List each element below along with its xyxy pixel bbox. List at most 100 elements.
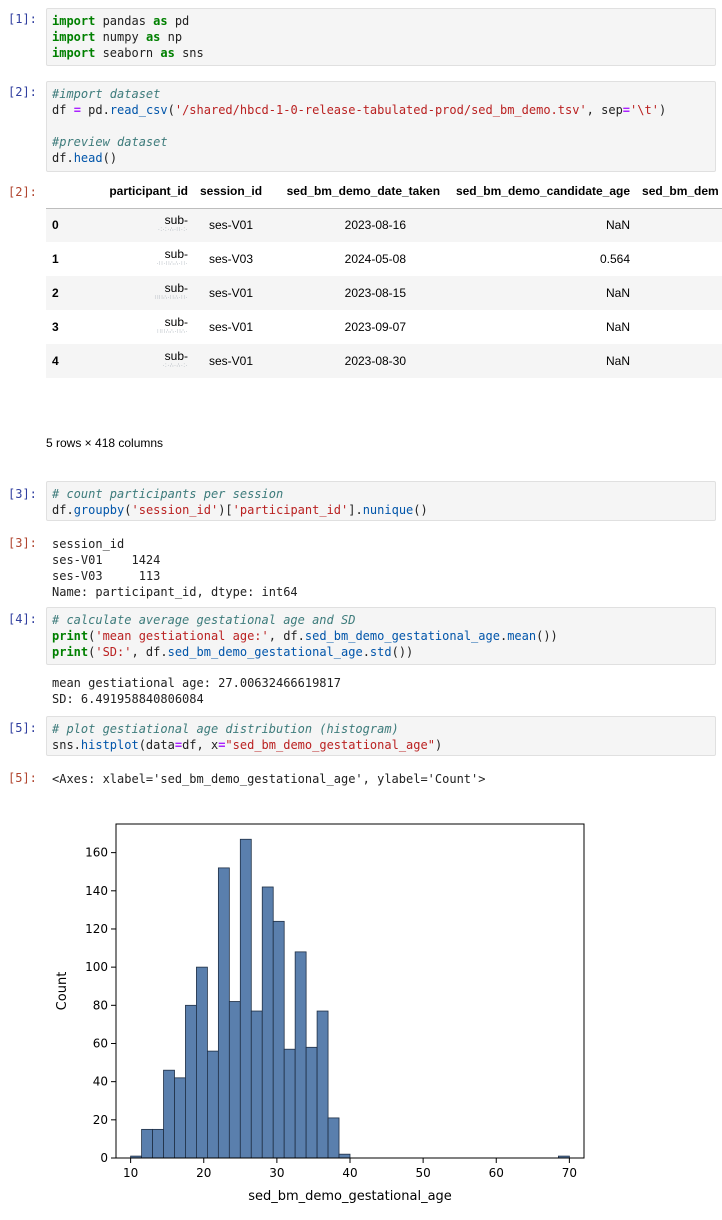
row-index: 4 <box>46 344 74 378</box>
code-token: as <box>145 30 161 44</box>
y-tick-label: 80 <box>93 998 108 1012</box>
table-row: 0 sub- ·:·:·∴·∷·:· ses-V01 2023-08-16 NaN <box>46 208 722 242</box>
participant-id-prefix: sub- <box>164 247 188 261</box>
code-token: print <box>52 645 89 659</box>
code-token: = <box>174 738 183 752</box>
code-token: nunique <box>362 503 414 517</box>
code-token: ()) <box>536 629 558 643</box>
participant-id-cell: sub- ·:·:·∴·∷·:· <box>74 208 194 242</box>
x-axis-ticks: 10 20 30 40 50 60 70 <box>123 1158 577 1180</box>
date-taken-cell: 2024-05-08 <box>344 252 407 266</box>
code-token: print <box>52 629 89 643</box>
histogram-bar <box>163 1069 175 1159</box>
row-index: 1 <box>52 252 59 266</box>
code-token: # plot gestiational age distribution (hi… <box>52 722 399 736</box>
histogram-bar <box>294 951 307 1159</box>
session-id-cell: ses-V01 <box>194 344 269 378</box>
code-line: df.groupby('session_id')['participant_id… <box>52 502 710 518</box>
candidate-age-cell: 0.564 <box>600 252 631 266</box>
histogram-bars <box>130 838 570 1159</box>
code-token: df. <box>52 151 74 165</box>
output-line: <Axes: xlabel='sed_bm_demo_gestational_a… <box>52 772 486 786</box>
output-line: mean gestiational age: 27.00632466619817 <box>52 676 341 690</box>
code-line: import numpy as np <box>52 29 710 45</box>
truncated-cell <box>636 276 722 310</box>
table-row: 1 sub- ·∷·∷∴∴·∷· ses-V03 2024-05-08 0.564 <box>46 242 722 276</box>
code-token: , sep <box>586 103 623 117</box>
code-token: # count participants per session <box>52 487 284 501</box>
code-token: 'participant_id' <box>232 503 349 517</box>
histogram-bar <box>316 1010 329 1159</box>
y-tick-label: 20 <box>93 1113 108 1127</box>
date-taken-cell: 2023-08-15 <box>268 276 447 310</box>
participant-id: sub- ·:·:·∴·∷·:· <box>158 213 188 235</box>
participant-id: sub- ∷∷∴·∷∴·∷· <box>154 281 188 303</box>
code-token: ) <box>434 738 443 752</box>
y-axis-ticks: 0 20 40 60 80 100 120 140 160 <box>85 846 116 1165</box>
code-line <box>52 118 710 134</box>
code-token: histplot <box>80 738 139 752</box>
participant-id-prefix: sub- <box>164 281 188 295</box>
participant-id-cell: sub- ·:·∴·∴·:· <box>74 344 194 378</box>
code-token: . <box>499 629 508 643</box>
column-header-truncated: sed_bm_dem <box>636 174 722 209</box>
histogram-bar <box>141 1128 153 1159</box>
histogram-bar <box>250 1010 263 1159</box>
code-line: sns.histplot(data=df, x="sed_bm_demo_ges… <box>52 737 710 753</box>
histogram-bar <box>185 1004 197 1159</box>
histogram-bar <box>338 1153 351 1159</box>
x-tick-label: 30 <box>269 1166 284 1180</box>
code-token: () <box>413 503 428 517</box>
histogram-chart: 10 20 30 40 50 60 70 0 20 40 60 80 100 120 140 160 sed… <box>55 823 585 1204</box>
x-tick-label: 20 <box>196 1166 211 1180</box>
code-cell-2[interactable]: #import dataset df = pd.read_csv('/shared… <box>46 81 716 172</box>
code-cell-3[interactable]: # count participants per session df.group… <box>46 481 716 521</box>
participant-id-prefix: sub- <box>164 349 188 363</box>
participant-id: sub- ∷∷∴∴·∷∴· <box>157 316 188 337</box>
code-token: = <box>218 738 226 752</box>
code-line: print('mean gestiational age:', df.sed_b… <box>52 628 710 644</box>
date-taken-cell: 2023-09-07 <box>344 320 407 334</box>
code-token: '\t' <box>630 103 659 117</box>
table-row: 2 sub- ∷∷∴·∷∴·∷· ses-V01 2023-08-15 NaN <box>46 276 722 310</box>
code-token: #preview dataset <box>52 135 168 149</box>
code-token: , df. <box>268 629 305 643</box>
redacted-id: ∷∷∴·∷∴·∷· <box>154 295 188 301</box>
histogram-bar <box>239 838 252 1159</box>
row-index: 2 <box>46 276 74 310</box>
y-tick-label: 40 <box>93 1075 108 1089</box>
session-id-cell: ses-V01 <box>194 276 269 310</box>
code-token: 'mean gestiational age:' <box>95 629 269 643</box>
code-token: 'session_id' <box>131 503 219 517</box>
candidate-age-cell: NaN <box>446 344 637 378</box>
code-token: = <box>73 103 81 117</box>
table-row: 3 sub- ∷∷∴∴·∷∴· ses-V01 2023-09-07 NaN <box>46 310 722 344</box>
code-line: # plot gestiational age distribution (hi… <box>52 721 710 737</box>
redacted-id: ∷∷∴∴·∷∴· <box>157 329 188 335</box>
output-prompt-2: [2]: <box>8 185 37 199</box>
participant-id-prefix: sub- <box>164 213 188 228</box>
x-tick-label: 50 <box>415 1166 430 1180</box>
date-taken-cell: 2023-08-30 <box>268 344 447 378</box>
output-line: ses-V01 1424 <box>52 553 161 567</box>
code-token: ]. <box>348 503 363 517</box>
code-token: numpy <box>95 30 146 44</box>
code-token: std <box>369 645 392 659</box>
candidate-age-cell: NaN <box>446 276 637 310</box>
code-token: , df. <box>131 645 168 659</box>
code-token: ( <box>124 503 132 517</box>
column-header-index <box>46 174 74 209</box>
code-token: np <box>160 30 183 44</box>
date-taken-cell: 2023-08-16 <box>268 208 447 242</box>
code-token: seaborn <box>95 46 161 60</box>
code-token: sed_bm_demo_gestational_age <box>304 629 500 643</box>
code-cell-1[interactable]: import pandas as pd import numpy as np imp… <box>46 8 716 66</box>
code-cell-4[interactable]: # calculate average gestational age and … <box>46 607 716 665</box>
participant-id: sub- ·∷·∷∴∴·∷· <box>156 247 188 269</box>
code-cell-5[interactable]: # plot gestiational age distribution (hi… <box>46 716 716 756</box>
code-line: # calculate average gestational age and … <box>52 612 710 628</box>
code-token: sed_bm_demo_gestational_age <box>167 645 363 659</box>
input-prompt-1: [1]: <box>8 12 37 26</box>
code-line: df.head() <box>52 150 710 166</box>
x-tick-label: 10 <box>123 1166 138 1180</box>
